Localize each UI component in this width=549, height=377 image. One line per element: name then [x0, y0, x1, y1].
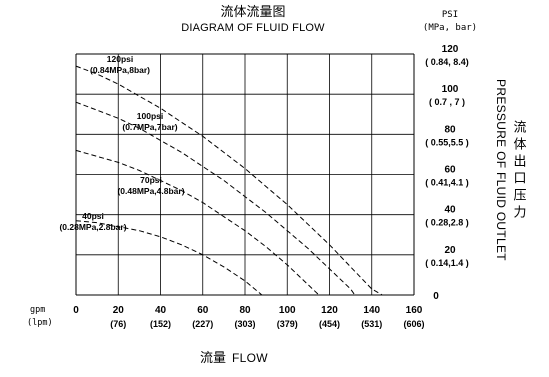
chart-subtitle: DIAGRAM OF FLUID FLOW: [181, 22, 325, 34]
x-tick-sublabel: (152): [150, 319, 171, 329]
x-tick-label: 0: [73, 305, 79, 316]
x-tick-sublabel: (76): [110, 319, 126, 329]
x-unit-label: gpm: [30, 305, 45, 315]
x-tick-label: 120: [321, 305, 338, 316]
x-axis-ticks: 0 20 (76) 40 (152) 60 (227) 80 (303) 100 (379) 120 (…: [73, 305, 424, 329]
y-tick-sublabel: ( 0.84, 8.4): [425, 57, 469, 67]
x-axis-title-en: FLOW: [232, 351, 268, 365]
y-tick-label: 20: [444, 245, 456, 256]
curve-label-sub: (0.28MPa,2.8bar): [59, 222, 126, 232]
x-tick-label: 140: [363, 305, 380, 316]
x-axis-title-cn: 流量: [200, 351, 226, 366]
y-tick-sublabel: ( 0.7 , 7 ): [429, 97, 465, 107]
y-unit-sub-label: (MPa, bar): [423, 23, 477, 33]
x-tick-sublabel: (303): [234, 319, 255, 329]
x-tick-label: 20: [113, 305, 125, 316]
curve-label: 120psi: [107, 54, 133, 64]
y-tick-label: 60: [444, 165, 456, 176]
curve-label: 100psi: [137, 111, 163, 121]
x-tick-label: 80: [239, 305, 251, 316]
x-tick-label: 100: [279, 305, 296, 316]
x-tick-label: 40: [155, 305, 167, 316]
y-tick-sublabel: ( 0.14,1.4 ): [425, 258, 469, 268]
x-tick-label: 160: [406, 305, 423, 316]
y-tick-label: 120: [442, 44, 459, 55]
y-axis-ticks: 0 20 ( 0.14,1.4 ) 40 ( 0.28,2.8 ) 60 ( 0.41,4.…: [425, 44, 469, 302]
curve-labels: 120psi(0.84MPa,8bar) 100psi(0.7MPa,7bar) 7…: [59, 54, 184, 232]
y-tick-label: 100: [442, 84, 459, 95]
x-tick-sublabel: (531): [361, 319, 382, 329]
curve-label-sub: (0.7MPa,7bar): [122, 122, 177, 132]
y-unit-label: PSI: [442, 10, 458, 20]
curve-label-sub: (0.48MPa,4.8bar): [117, 186, 184, 196]
y-tick-label: 80: [444, 124, 456, 135]
y-tick-sublabel: ( 0.28,2.8 ): [425, 218, 469, 228]
curve-label: 40psi: [82, 211, 104, 221]
x-tick-label: 60: [197, 305, 209, 316]
curve-70psi: [75, 149, 320, 296]
curve-label-sub: (0.84MPa,8bar): [90, 65, 150, 75]
chart-title: 流体流量图: [220, 5, 285, 20]
curve-label: 70psi: [140, 175, 162, 185]
y-tick-label: 0: [433, 291, 439, 302]
y-tick-label: 40: [444, 205, 456, 216]
x-tick-sublabel: (606): [403, 319, 424, 329]
curve-120psi: [75, 65, 383, 296]
y-axis-title-cn: 流体出口压力: [511, 120, 527, 222]
curve-100psi: [75, 101, 356, 296]
x-axis-title: 流量 FLOW: [200, 351, 268, 366]
x-tick-sublabel: (379): [277, 319, 298, 329]
grid: [75, 53, 415, 296]
y-tick-sublabel: ( 0.55,5.5 ): [425, 137, 469, 147]
y-axis-title-en: PRESSURE OF FLUID OUTLET: [494, 79, 508, 261]
x-tick-sublabel: (454): [319, 319, 340, 329]
x-tick-sublabel: (227): [192, 319, 213, 329]
y-tick-sublabel: ( 0.41,4.1 ): [425, 178, 469, 188]
curve-40psi: [75, 220, 263, 296]
x-unit-sub-label: (lpm): [27, 318, 53, 328]
pressure-curves: [75, 65, 383, 296]
